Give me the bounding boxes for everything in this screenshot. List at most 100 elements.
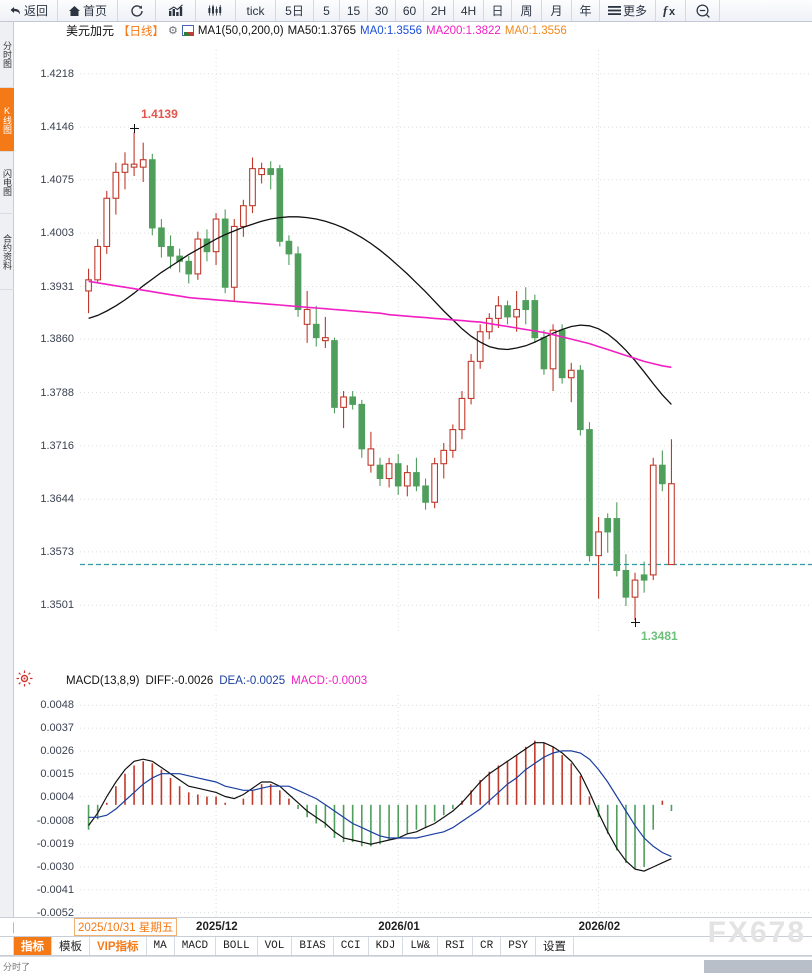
- indicator-tab-lw-[interactable]: LW&: [403, 937, 439, 955]
- period-month[interactable]: 月: [542, 0, 572, 21]
- rail-item-1[interactable]: K线图: [0, 88, 14, 152]
- period-2h[interactable]: 2H: [424, 0, 454, 21]
- home-button[interactable]: 首页: [58, 0, 118, 21]
- indicator-tab-label: KDJ: [375, 940, 396, 952]
- price-panel[interactable]: 1.4218 1.4146 1.4075 1.4003 1.3931 1.3860 1.37…: [14, 32, 812, 672]
- period-tick[interactable]: tick: [236, 0, 276, 21]
- back-button-label: 返回: [23, 4, 48, 18]
- indicator-tab-cci[interactable]: CCI: [334, 937, 369, 955]
- horizontal-scrollbar[interactable]: [704, 960, 812, 973]
- indicator-tab-bias[interactable]: BIAS: [292, 937, 334, 955]
- macd-tick-label: 0.0048: [40, 699, 74, 712]
- indicator-tab-rsi[interactable]: RSI: [438, 937, 474, 955]
- indicator-tab--[interactable]: 指标: [14, 937, 52, 955]
- period-week[interactable]: 周: [512, 0, 542, 21]
- indicator-tab-vol[interactable]: VOL: [258, 937, 293, 955]
- refresh-button[interactable]: [118, 0, 156, 21]
- indicator-tab-cr[interactable]: CR: [473, 937, 502, 955]
- period-month-label: 月: [550, 4, 563, 18]
- indicator-tab-label: PSY: [508, 940, 529, 952]
- candlestick-plot[interactable]: [14, 32, 812, 672]
- home-icon: [68, 5, 81, 17]
- indicator-tab-kdj[interactable]: KDJ: [369, 937, 404, 955]
- rail-item-label: 分时图: [2, 41, 12, 68]
- macd-tick-label: -0.0030: [36, 860, 74, 873]
- more-button[interactable]: 更多: [600, 0, 656, 21]
- macd-plot[interactable]: [14, 687, 812, 932]
- period-60min[interactable]: 60: [396, 0, 424, 21]
- indicator-tab-vip-[interactable]: VIP指标: [90, 937, 147, 955]
- indicator-tab-label: 设置: [543, 941, 567, 953]
- back-button[interactable]: 返回: [0, 0, 58, 21]
- macd-settings-icon[interactable]: [16, 670, 33, 687]
- high-crosshair-marker: [130, 124, 140, 134]
- ma-params-label: MA1(50,0,200,0): [197, 24, 284, 37]
- macd-tick-label: 0.0037: [40, 722, 74, 735]
- indicator-tab--[interactable]: 设置: [536, 937, 575, 955]
- macd-tick-label: -0.0041: [36, 883, 74, 896]
- period-5min[interactable]: 5: [314, 0, 340, 21]
- ma50-value: MA50:1.3765: [287, 24, 356, 37]
- bar-chart-icon: [168, 4, 184, 17]
- low-price-annotation: 1.3481: [641, 629, 678, 644]
- settings-dot-icon[interactable]: ⚙: [168, 25, 178, 37]
- period-week-label: 周: [520, 4, 533, 18]
- chart-area: 美元加元 【日线】 ⚙ MA1(50,0,200,0) MA50:1.3765 …: [14, 22, 812, 925]
- price-tick-label: 1.4003: [40, 227, 74, 240]
- indicator-bar-spacer: [0, 937, 14, 955]
- ma-indicator-icon[interactable]: [181, 25, 194, 36]
- period-day[interactable]: 日: [484, 0, 512, 21]
- rail-item-label: 闪电图: [2, 169, 12, 196]
- period-tick-label: tick: [246, 3, 265, 18]
- macd-panel[interactable]: 0.0048 0.0037 0.0026 0.0015 0.0004 -0.0008 -0.…: [14, 687, 812, 932]
- indicator-tab-label: CCI: [340, 940, 361, 952]
- price-tick-label: 1.4146: [40, 121, 74, 134]
- x-axis: 2025/12 2026/01 2026/02: [14, 917, 812, 937]
- rail-item-2[interactable]: 闪电图: [0, 152, 14, 214]
- high-price-annotation: 1.4139: [141, 107, 178, 122]
- candlestick-icon: [207, 4, 224, 17]
- period-label: 【日线】: [118, 25, 165, 38]
- zoom-out-icon: [695, 3, 710, 18]
- macd-chart-header: MACD(13,8,9) DIFF:-0.0026 DEA:-0.0025 MA…: [14, 673, 812, 689]
- macd-tick-label: -0.0008: [36, 815, 74, 828]
- macd-diff-value: DIFF:-0.0026: [145, 675, 214, 687]
- indicator-tab-macd[interactable]: MACD: [175, 937, 217, 955]
- svg-text:x: x: [669, 6, 676, 17]
- price-tick-label: 1.4218: [40, 67, 74, 80]
- period-year[interactable]: 年: [572, 0, 600, 21]
- chart-type-button[interactable]: [156, 0, 196, 21]
- indicator-tab-label: BOLL: [223, 940, 250, 952]
- indicator-tab-label: CR: [480, 940, 494, 952]
- hamburger-icon: [607, 5, 621, 16]
- symbol-label: 美元加元: [66, 24, 115, 38]
- period-5day[interactable]: 5日: [276, 0, 314, 21]
- low-crosshair-marker: [631, 618, 640, 628]
- period-4h[interactable]: 4H: [454, 0, 484, 21]
- rail-item-label: K线图: [2, 105, 12, 134]
- indicator-tab-boll[interactable]: BOLL: [216, 937, 258, 955]
- period-4h-label: 4H: [460, 3, 477, 18]
- ma0-orange-value: MA0:1.3556: [504, 24, 567, 37]
- candlestick-button[interactable]: [196, 0, 236, 21]
- price-chart-header: 美元加元 【日线】 ⚙ MA1(50,0,200,0) MA50:1.3765 …: [14, 22, 812, 39]
- ma0-blue-value: MA0:1.3556: [359, 24, 422, 37]
- indicator-tab-ma[interactable]: MA: [147, 937, 175, 955]
- rail-item-0[interactable]: 分时图: [0, 22, 14, 88]
- period-5day-label: 5日: [285, 4, 304, 18]
- rail-item-3[interactable]: 合约资料: [0, 214, 14, 290]
- indicator-tab--[interactable]: 模板: [52, 937, 90, 955]
- macd-tick-label: 0.0004: [40, 790, 74, 803]
- period-30min[interactable]: 30: [368, 0, 396, 21]
- x-tick-label: 2026/02: [578, 921, 621, 933]
- ma200-value: MA200:1.3822: [426, 24, 501, 37]
- macd-y-axis: 0.0048 0.0037 0.0026 0.0015 0.0004 -0.0008 -0.…: [14, 687, 80, 932]
- indicator-tab-psy[interactable]: PSY: [501, 937, 537, 955]
- price-tick-label: 1.3788: [40, 386, 74, 399]
- indicator-tab-label: LW&: [410, 940, 431, 952]
- macd-tick-label: 0.0026: [40, 744, 74, 757]
- zoom-out-button[interactable]: [686, 0, 720, 21]
- period-15min[interactable]: 15: [340, 0, 368, 21]
